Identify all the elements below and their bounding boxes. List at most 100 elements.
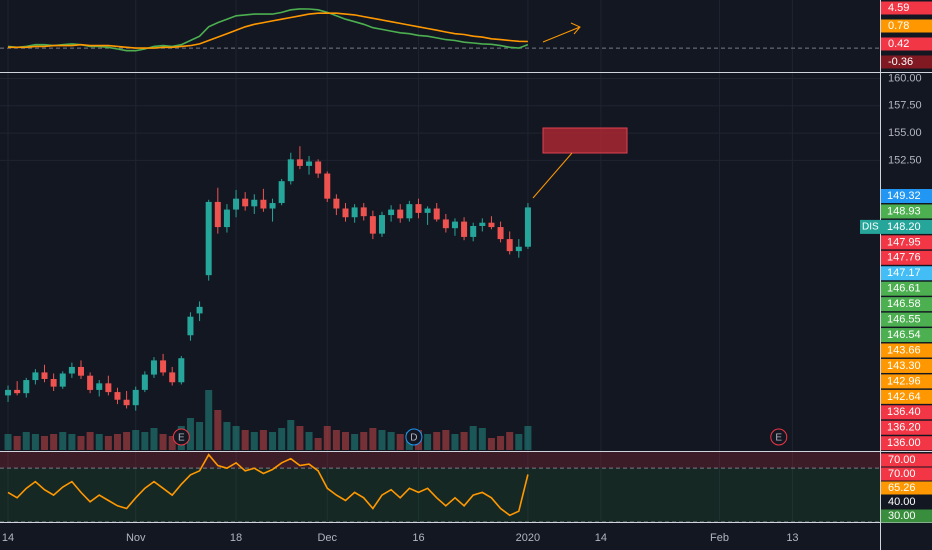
volume-bar [478, 428, 486, 450]
candle-body [315, 161, 322, 174]
y-tick-label: 155.00 [888, 127, 922, 139]
volume-bar [168, 436, 176, 450]
candle-body [214, 201, 221, 228]
price-label: 147.95 [881, 235, 932, 250]
indicator-line [8, 12, 528, 49]
price-label: 136.00 [881, 436, 932, 451]
indicator-label-text: 0.78 [888, 20, 909, 32]
candle-body [141, 374, 148, 390]
price-label-text: 149.32 [887, 190, 921, 202]
event-marker [405, 428, 423, 446]
price-label-text: 146.55 [887, 314, 921, 326]
indicator-label-box [881, 481, 932, 495]
price-label-text: 143.30 [887, 360, 921, 372]
price-label: 146.54 [881, 328, 932, 343]
volume-bar [22, 432, 30, 450]
event-label: D [410, 433, 417, 444]
price-label-text: 146.54 [887, 329, 921, 341]
candle-body [278, 181, 285, 204]
candle-body [470, 225, 477, 237]
candle-body [59, 373, 66, 387]
price-label-text: 136.20 [887, 422, 921, 434]
drawing-arrow [532, 152, 573, 199]
candle-body [515, 246, 522, 252]
indicator-label-box [881, 509, 932, 523]
volume-bar [41, 436, 49, 450]
volume-bar [351, 434, 359, 450]
candle-body [333, 198, 340, 209]
volume-bar [424, 434, 432, 450]
volume-bar [387, 432, 395, 450]
volume-bar [396, 434, 404, 450]
candle-body [205, 201, 212, 276]
indicator-line [7, 453, 529, 517]
price-label-text: 147.17 [887, 267, 921, 279]
candle-body [442, 219, 449, 229]
volume-bar [241, 430, 249, 450]
price-label-box [881, 328, 932, 343]
x-tick-label: 2020 [516, 532, 540, 544]
candle-body [87, 375, 94, 390]
candle-body [461, 221, 468, 237]
y-tick-label: 157.50 [888, 100, 922, 112]
candle-body [5, 389, 12, 396]
indicator-label: -0.36 [881, 55, 932, 69]
x-tick-label: 13 [786, 532, 798, 544]
price-label-box [881, 374, 932, 389]
candle-body [132, 389, 139, 406]
indicator-label-box [881, 37, 932, 51]
price-label-text: 142.64 [887, 391, 921, 403]
candle-body [424, 208, 431, 213]
candle-body [287, 159, 294, 182]
indicator-label-text: 4.59 [888, 2, 909, 14]
volume-bar [123, 432, 131, 450]
price-label: 136.20 [881, 420, 932, 435]
volume-bar [296, 426, 304, 450]
candle-body [169, 372, 176, 383]
x-tick-label: Nov [126, 532, 146, 544]
x-tick-label: 16 [412, 532, 424, 544]
volume-bar [360, 432, 368, 450]
volume-bar [141, 432, 149, 450]
volume-bar [232, 426, 240, 450]
price-label-text: 147.76 [887, 252, 921, 264]
x-tick-label: Dec [317, 532, 337, 544]
candle-body [251, 199, 258, 207]
volume-bar [13, 436, 21, 450]
volume-bar [68, 434, 76, 450]
price-label: 142.96 [881, 374, 932, 389]
candle-body [324, 173, 331, 199]
price-label-box [881, 204, 932, 219]
candle-body [242, 198, 249, 207]
volume-bar [497, 436, 505, 450]
indicator-label: 40.00 [881, 495, 932, 509]
indicator-label-box [881, 55, 932, 69]
volume-bar [4, 434, 12, 450]
price-label-text: 136.00 [887, 437, 921, 449]
x-tick-label: Feb [710, 532, 729, 544]
volume-bar [433, 432, 441, 450]
price-label: 149.32 [881, 189, 932, 203]
overbought-zone [0, 452, 880, 469]
price-label-box [881, 420, 932, 435]
indicator-label-box [881, 467, 932, 481]
price-label-box [881, 312, 932, 327]
price-label-text: 148.93 [887, 205, 921, 217]
candle-body [150, 360, 157, 375]
candle-body [406, 204, 413, 219]
event-label: E [775, 433, 782, 444]
price-label-text: 147.95 [887, 236, 921, 248]
volume-bar [287, 420, 295, 450]
band-zone [0, 468, 880, 522]
volume-bar [159, 434, 167, 450]
price-label-box [881, 343, 932, 358]
volume-bar [186, 418, 194, 450]
price-label: 142.64 [881, 389, 932, 404]
indicator-label-text: 65.26 [888, 482, 916, 494]
indicator-label: 65.26 [881, 481, 932, 495]
price-label-box [881, 358, 932, 373]
price-label-box [881, 189, 932, 203]
indicator-label-text: 70.00 [888, 454, 916, 466]
candle-body [32, 372, 39, 381]
